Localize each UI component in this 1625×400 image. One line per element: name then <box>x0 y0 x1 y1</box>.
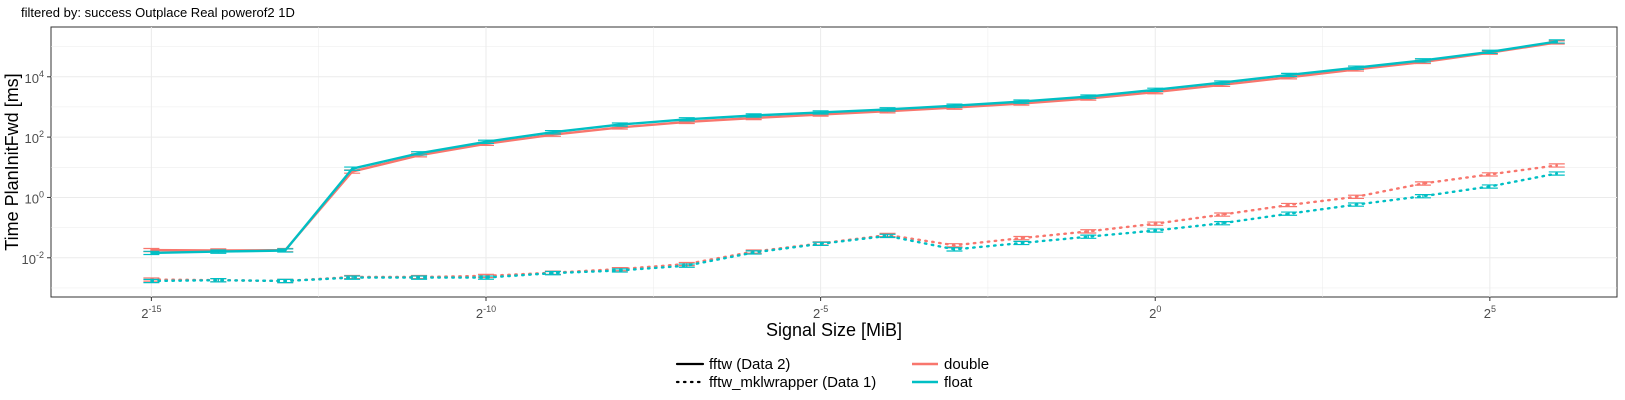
series-line <box>150 172 1559 283</box>
data-point <box>1013 240 1030 246</box>
data-point <box>1147 221 1164 226</box>
x-tick-label: 25 <box>1484 304 1496 321</box>
chart-subtitle: filtered by: success Outplace Real power… <box>21 5 295 20</box>
series-line <box>150 41 1559 252</box>
data-point <box>946 243 963 248</box>
series-line <box>150 40 1559 255</box>
data-point <box>1281 211 1298 216</box>
data-point <box>544 130 561 135</box>
data-point <box>611 268 628 273</box>
data-point <box>1214 80 1231 85</box>
legend: fftw (Data 2)fftw_mklwrapper (Data 1) dou… <box>675 356 989 391</box>
data-point <box>344 275 361 280</box>
data-point <box>1013 235 1030 241</box>
legend-item-linetype: fftw (Data 2) <box>675 356 790 373</box>
y-tick-label: 102 <box>25 129 44 146</box>
x-axis: 2-15 2-10 2-5 20 25 <box>141 297 1496 321</box>
data-point <box>344 166 361 171</box>
data-point <box>879 233 896 239</box>
x-axis-title: Signal Size [MiB] <box>766 320 902 340</box>
data-point <box>879 107 896 112</box>
data-point <box>1013 99 1030 104</box>
data-point <box>1214 212 1231 217</box>
data-point <box>812 110 829 115</box>
data-point <box>1214 221 1231 226</box>
data-point <box>745 113 762 118</box>
series-line <box>150 164 1559 283</box>
data-point <box>411 275 428 280</box>
data-point <box>678 263 695 268</box>
x-tick-label: 2-10 <box>476 304 496 321</box>
data-point <box>1481 172 1498 177</box>
legend-item-color: double <box>912 356 989 373</box>
data-point <box>478 139 494 144</box>
data-point <box>611 122 628 127</box>
data-point <box>277 278 294 284</box>
data-point <box>1548 163 1565 168</box>
x-tick-label: 2-5 <box>813 304 828 321</box>
data-point <box>277 248 294 253</box>
legend-label: fftw_mklwrapper (Data 1) <box>709 374 876 391</box>
data-point <box>1348 65 1364 70</box>
data-point <box>1414 193 1431 199</box>
data-point <box>812 241 829 247</box>
data-point <box>544 270 561 276</box>
series-layer <box>143 39 1565 284</box>
legend-label: double <box>944 356 989 373</box>
data-point <box>1414 58 1431 63</box>
legend-label: float <box>944 374 973 391</box>
data-point <box>1481 184 1498 189</box>
data-point <box>745 250 762 255</box>
data-point <box>1548 171 1565 176</box>
data-point <box>1281 202 1298 208</box>
y-axis-title: Time PlanInitFwd [ms] <box>2 73 22 250</box>
data-point <box>210 249 227 254</box>
series-fftw-mklwrapper-data-1-float <box>143 171 1565 284</box>
data-point <box>1481 49 1498 55</box>
x-tick-label: 20 <box>1149 304 1161 321</box>
y-axis: 10-2 100 102 104 <box>22 69 51 267</box>
data-point <box>1080 229 1097 234</box>
data-point <box>1147 87 1164 93</box>
y-tick-label: 10-2 <box>22 250 44 267</box>
y-tick-label: 104 <box>25 69 44 86</box>
data-point <box>210 278 227 283</box>
data-point <box>1147 228 1164 233</box>
data-point <box>1348 202 1364 207</box>
y-tick-label: 100 <box>25 189 44 206</box>
data-point <box>1348 194 1364 200</box>
data-point <box>143 250 160 256</box>
legend-item-color: float <box>912 374 973 391</box>
data-point <box>1414 181 1431 186</box>
data-point <box>143 278 160 284</box>
data-point <box>411 151 428 156</box>
data-point <box>478 275 494 280</box>
data-point <box>946 247 963 252</box>
data-point <box>1548 39 1565 44</box>
legend-item-linetype: fftw_mklwrapper (Data 1) <box>675 374 876 391</box>
series-fftw-data-2-float <box>143 39 1565 256</box>
legend-label: fftw (Data 2) <box>709 356 790 373</box>
data-point <box>1281 72 1298 78</box>
plot-panel <box>50 26 1618 298</box>
data-point <box>946 103 963 108</box>
x-tick-label: 2-15 <box>141 304 161 321</box>
data-point <box>1080 234 1097 239</box>
data-point <box>1080 94 1097 99</box>
data-point <box>678 117 695 122</box>
